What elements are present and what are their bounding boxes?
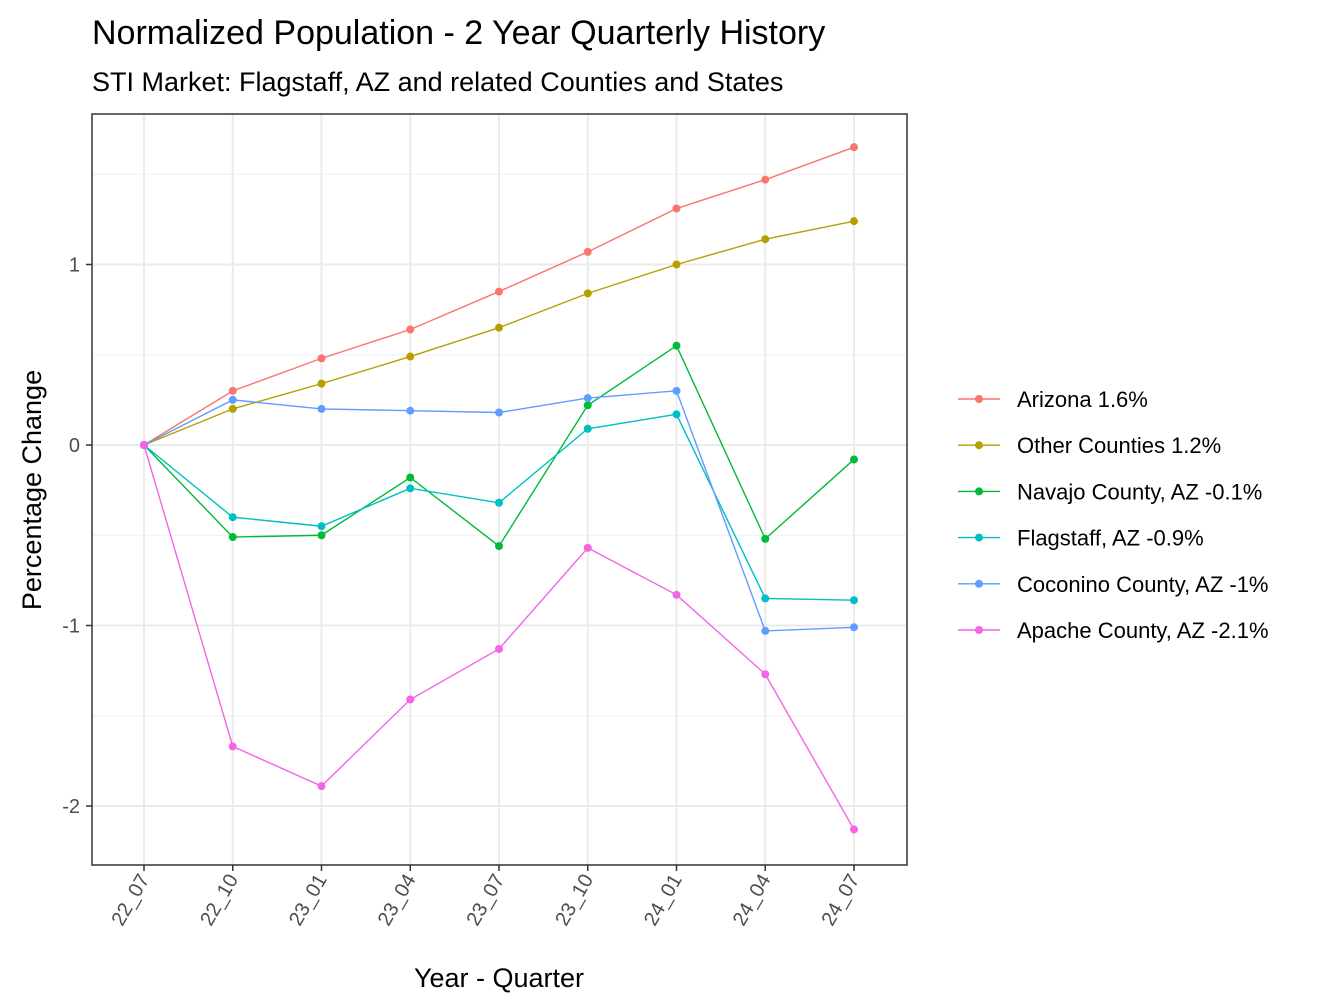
legend-key-point xyxy=(975,441,983,450)
y-tick-label: -2 xyxy=(62,796,80,818)
legend: Arizona 1.6% Other Counties 1.2% Navajo Co… xyxy=(958,387,1269,643)
y-tick-label: 0 xyxy=(69,435,80,457)
legend-label: Arizona 1.6% xyxy=(1017,387,1148,412)
data-point xyxy=(317,531,326,540)
data-point xyxy=(761,594,770,603)
data-point xyxy=(761,626,770,635)
data-point xyxy=(406,352,415,361)
series-3 xyxy=(140,410,858,605)
data-point xyxy=(228,742,237,751)
data-point xyxy=(228,404,237,413)
legend-key-point xyxy=(975,579,983,588)
data-point xyxy=(317,782,326,791)
legend-item: Flagstaff, AZ -0.9% xyxy=(958,526,1204,551)
data-point xyxy=(406,695,415,704)
data-point xyxy=(761,670,770,679)
data-point xyxy=(140,441,148,449)
data-point xyxy=(583,394,592,403)
data-point xyxy=(672,590,681,599)
x-tick-label: 23_07 xyxy=(462,871,509,930)
data-point xyxy=(583,543,592,552)
data-point xyxy=(495,644,503,653)
x-tick-label: 22_07 xyxy=(107,871,154,930)
x-tick-label: 23_04 xyxy=(374,871,421,930)
legend-label: Navajo County, AZ -0.1% xyxy=(1017,479,1262,504)
data-point xyxy=(228,386,237,395)
data-point xyxy=(672,341,681,350)
data-point xyxy=(495,408,503,417)
chart-title: Normalized Population - 2 Year Quarterly… xyxy=(92,14,825,52)
x-axis-title: Year - Quarter xyxy=(414,963,584,993)
data-point xyxy=(495,287,503,296)
data-point xyxy=(761,175,770,184)
series-0 xyxy=(140,143,858,449)
data-point xyxy=(317,379,326,388)
data-point xyxy=(317,404,326,413)
data-point xyxy=(850,596,858,605)
y-axis: -2 -1 0 1 xyxy=(62,255,92,818)
data-point xyxy=(495,323,503,332)
x-tick-label: 24_04 xyxy=(729,871,776,930)
data-point xyxy=(672,260,681,269)
data-point xyxy=(495,542,503,551)
legend-key-point xyxy=(975,395,983,403)
data-point xyxy=(850,143,858,152)
y-axis-title: Percentage Change xyxy=(17,370,47,610)
data-point xyxy=(228,395,237,404)
legend-label: Other Counties 1.2% xyxy=(1017,433,1221,458)
data-point xyxy=(850,455,858,464)
x-tick-label: 23_10 xyxy=(551,871,598,930)
series-1 xyxy=(140,217,858,449)
series-5 xyxy=(140,441,858,834)
data-point xyxy=(317,354,326,363)
legend-item: Coconino County, AZ -1% xyxy=(958,572,1269,597)
data-point xyxy=(672,204,681,213)
legend-item: Arizona 1.6% xyxy=(958,387,1148,412)
data-point xyxy=(406,473,415,482)
data-point xyxy=(583,424,592,433)
data-point xyxy=(761,534,770,543)
major-gridlines xyxy=(92,114,907,865)
y-tick-label: 1 xyxy=(69,255,80,277)
data-point xyxy=(406,406,415,415)
data-point xyxy=(406,484,415,493)
x-tick-label: 22_10 xyxy=(196,871,243,930)
data-point xyxy=(583,289,592,298)
legend-label: Coconino County, AZ -1% xyxy=(1017,572,1269,597)
legend-item: Navajo County, AZ -0.1% xyxy=(958,479,1262,504)
chart-subtitle: STI Market: Flagstaff, AZ and related Co… xyxy=(92,67,783,97)
data-point xyxy=(495,498,503,507)
plot-area: -2 -1 0 1 22_07 22_10 23_01 23_04 23_07 23_10 24_0… xyxy=(62,113,908,930)
data-point xyxy=(583,247,592,256)
data-point xyxy=(672,410,681,419)
x-tick-label: 23_01 xyxy=(285,871,332,930)
data-point xyxy=(317,522,326,531)
x-tick-label: 24_07 xyxy=(817,871,864,930)
x-tick-label: 24_01 xyxy=(640,871,687,930)
data-point xyxy=(850,623,858,632)
data-point xyxy=(850,217,858,226)
y-tick-label: -1 xyxy=(62,616,80,638)
data-point xyxy=(850,825,858,834)
data-point xyxy=(406,325,415,334)
legend-label: Flagstaff, AZ -0.9% xyxy=(1017,526,1204,551)
data-point xyxy=(672,386,681,395)
data-point xyxy=(228,513,237,522)
legend-item: Other Counties 1.2% xyxy=(958,433,1221,458)
legend-key-point xyxy=(975,626,983,634)
x-axis: 22_07 22_10 23_01 23_04 23_07 23_10 24_01 24_04… xyxy=(107,865,864,930)
legend-key-point xyxy=(975,533,983,542)
data-point xyxy=(583,401,592,410)
data-point xyxy=(228,533,237,542)
legend-key-point xyxy=(975,487,983,496)
legend-item: Apache County, AZ -2.1% xyxy=(958,618,1269,643)
data-point xyxy=(761,235,770,244)
legend-label: Apache County, AZ -2.1% xyxy=(1017,618,1269,643)
